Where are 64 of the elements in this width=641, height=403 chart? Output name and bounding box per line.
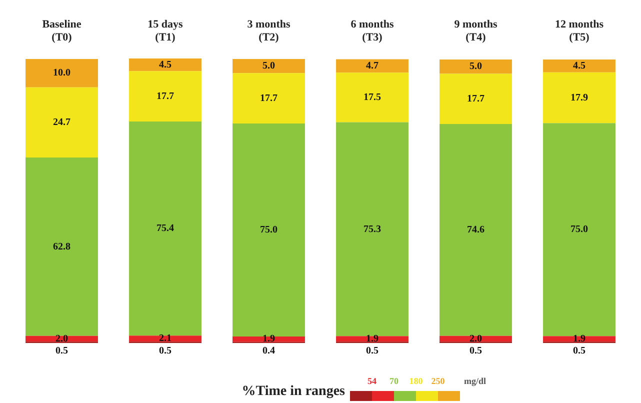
data-label: 1.9 bbox=[573, 333, 586, 344]
x-tick-label: 9 months (T4) bbox=[454, 18, 498, 44]
data-label: 0.5 bbox=[159, 346, 172, 357]
data-label: 2.0 bbox=[470, 333, 482, 344]
data-label: 4.5 bbox=[159, 59, 172, 70]
data-label: 0.5 bbox=[56, 346, 68, 357]
bar bbox=[129, 121, 202, 336]
data-label: 0.5 bbox=[573, 346, 586, 357]
bar bbox=[543, 60, 616, 72]
bar bbox=[129, 58, 202, 72]
x-tick-label: 3 months (T2) bbox=[247, 18, 292, 44]
bar bbox=[232, 336, 305, 342]
text: 54 bbox=[368, 376, 376, 386]
bar bbox=[26, 158, 98, 336]
data-label: 24.7 bbox=[53, 117, 70, 128]
data-label: 0.5 bbox=[366, 346, 378, 357]
bar bbox=[26, 58, 98, 88]
data-label: 75.0 bbox=[570, 224, 588, 236]
data-label: 17.7 bbox=[467, 93, 484, 104]
bar bbox=[336, 72, 408, 122]
data-label: 74.6 bbox=[467, 224, 484, 236]
data-label: 1.9 bbox=[366, 333, 378, 344]
data-label: 10.0 bbox=[53, 68, 70, 79]
legend-title: %Time in ranges bbox=[242, 384, 345, 400]
bar bbox=[232, 123, 305, 336]
bar bbox=[440, 124, 512, 336]
data-label: 17.7 bbox=[156, 90, 174, 102]
x-tick-label: 6 months (T3) bbox=[350, 18, 395, 44]
bar bbox=[336, 59, 408, 73]
data-label: 62.8 bbox=[53, 241, 70, 252]
bar bbox=[129, 71, 202, 122]
bar bbox=[440, 74, 512, 124]
data-label: 17.9 bbox=[570, 92, 588, 104]
data-label: 5.0 bbox=[470, 61, 482, 72]
text: 180 bbox=[409, 376, 423, 386]
x-tick-label: 15 days (T1) bbox=[148, 18, 184, 44]
data-label: 75.4 bbox=[156, 223, 174, 234]
data-label: 17.5 bbox=[364, 92, 381, 104]
data-label: 17.7 bbox=[260, 92, 278, 104]
data-label: 0.5 bbox=[470, 346, 482, 357]
data-label: 75.3 bbox=[364, 224, 381, 235]
x-tick-label: 12 months (T5) bbox=[554, 18, 604, 44]
data-label: 75.0 bbox=[260, 224, 278, 236]
bar bbox=[336, 336, 408, 342]
bar bbox=[232, 73, 305, 124]
data-label: 4.5 bbox=[573, 60, 586, 72]
bar bbox=[543, 336, 616, 342]
data-label: 2.1 bbox=[159, 333, 172, 344]
data-label: 5.0 bbox=[262, 60, 275, 72]
data-label: 2.0 bbox=[56, 333, 68, 344]
text: 70 bbox=[390, 376, 398, 386]
data-label: 4.7 bbox=[366, 60, 378, 72]
bar bbox=[129, 336, 202, 342]
bar bbox=[26, 87, 98, 158]
bar bbox=[232, 58, 305, 74]
bar bbox=[543, 123, 616, 336]
text: 250 bbox=[431, 376, 445, 386]
data-label: 1.9 bbox=[262, 334, 275, 345]
text: mg/dl bbox=[464, 376, 486, 386]
bar bbox=[543, 72, 616, 124]
x-tick-label: Baseline (T0) bbox=[42, 18, 82, 44]
bar bbox=[336, 122, 408, 336]
bar bbox=[440, 60, 512, 74]
data-label: 0.4 bbox=[262, 346, 275, 357]
